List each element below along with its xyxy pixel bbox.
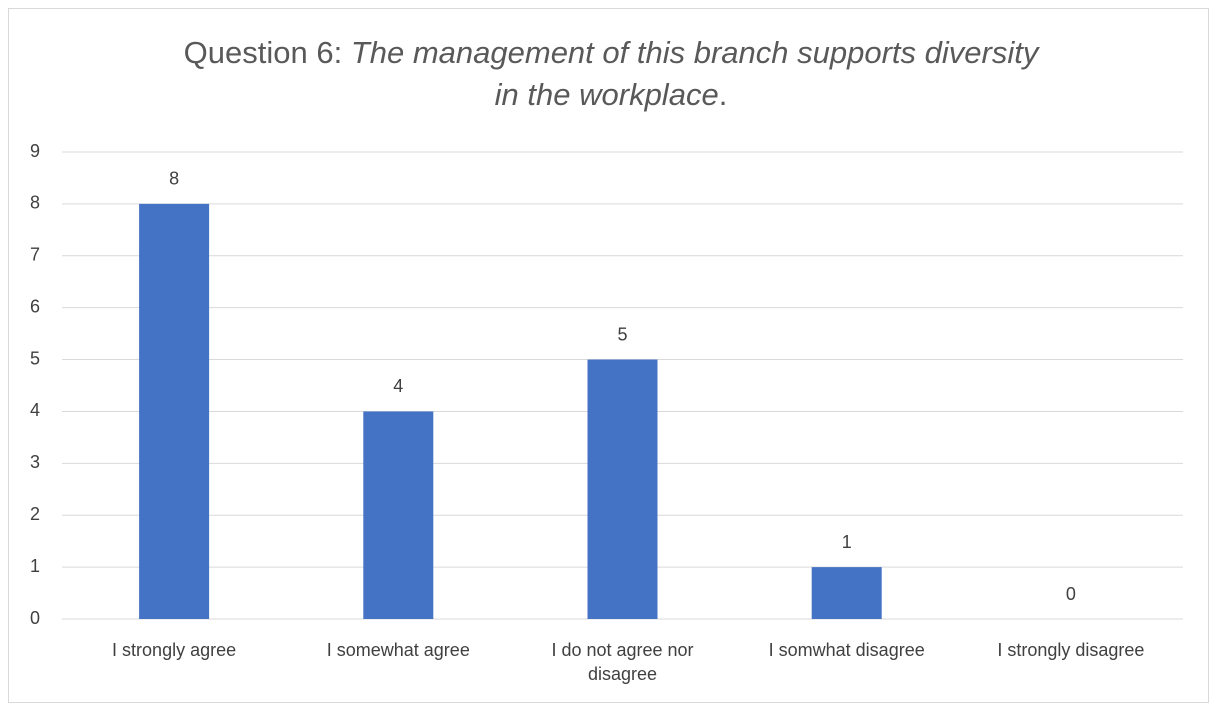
data-label: 1 [842, 532, 852, 552]
x-tick-label: I somewhat agree [326, 640, 470, 660]
data-label: 4 [393, 376, 403, 396]
y-tick-label: 4 [30, 400, 40, 420]
y-tick-label: 5 [30, 348, 40, 368]
x-tick-label: I strongly agree [112, 640, 237, 660]
bar [139, 203, 210, 619]
title-part: The management of this branch supports d… [351, 35, 1041, 70]
title-part: . [719, 77, 728, 112]
y-tick-label: 9 [30, 141, 40, 161]
y-tick-label: 0 [30, 608, 40, 628]
x-tick-label: I somwhat disagree [768, 640, 925, 660]
data-label: 0 [1066, 584, 1076, 604]
data-label: 8 [169, 169, 179, 189]
y-tick-label: 3 [30, 452, 40, 472]
bar [587, 359, 658, 619]
y-tick-label: 6 [30, 296, 40, 316]
y-tick-label: 8 [30, 193, 40, 213]
y-tick-label: 7 [30, 245, 40, 265]
y-tick-label: 1 [30, 556, 40, 576]
x-tick-label: I strongly disagree [997, 640, 1145, 660]
bar [363, 411, 434, 619]
bar [811, 567, 882, 619]
x-tick-label: I do not agree nor disagree [551, 640, 694, 684]
y-tick-label: 2 [30, 504, 40, 524]
title-part: in the workplace [495, 77, 719, 112]
title-part: Question 6: [184, 35, 351, 70]
data-label: 5 [617, 324, 627, 344]
chart-title: Question 6: The management of this branc… [184, 35, 1041, 112]
